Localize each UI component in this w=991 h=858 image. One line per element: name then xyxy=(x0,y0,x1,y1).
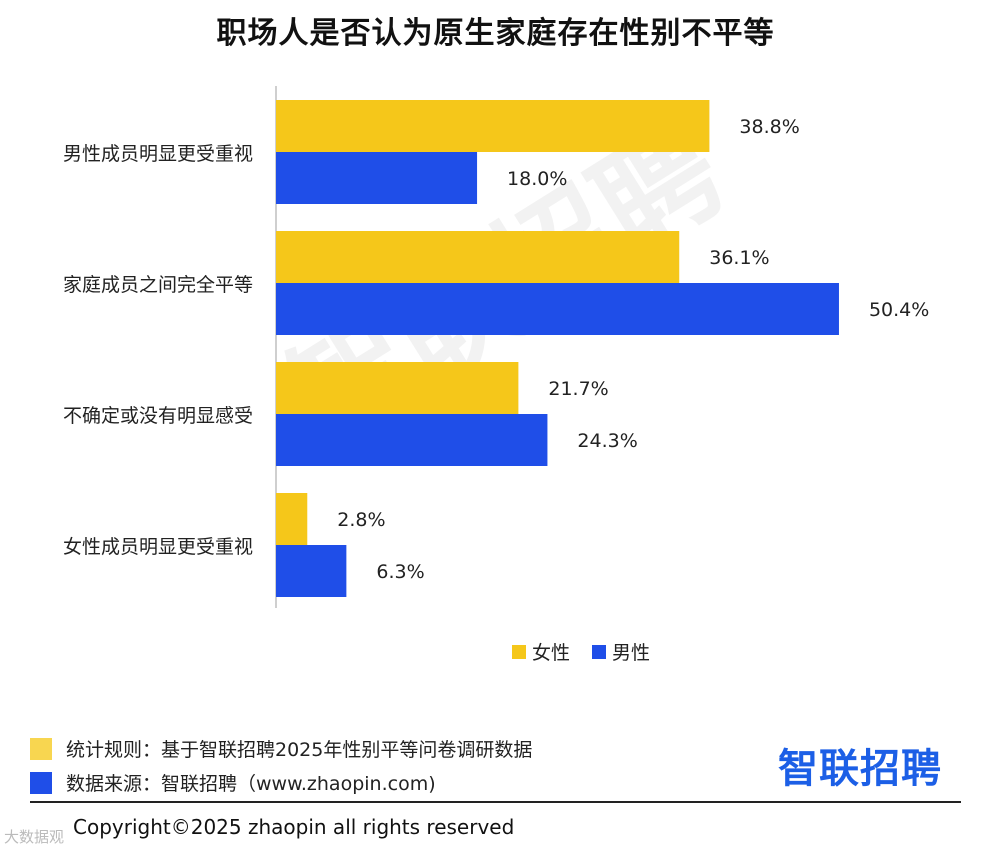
category-label: 男性成员明显更受重视 xyxy=(63,143,253,165)
legend-label: 男性 xyxy=(612,642,650,664)
bar-female xyxy=(276,231,680,283)
data-label: 6.3% xyxy=(376,561,424,583)
legend-swatch-female xyxy=(512,645,526,659)
category-label: 不确定或没有明显感受 xyxy=(63,405,253,427)
legend-swatch-male xyxy=(592,645,606,659)
bar-male xyxy=(276,152,478,204)
footer-source-marker xyxy=(30,772,52,794)
bar-female xyxy=(276,362,519,414)
bar-male xyxy=(276,414,548,466)
footer-rule: 统计规则：基于智联招聘2025年性别平等问卷调研数据 xyxy=(30,735,532,762)
bar-male xyxy=(276,545,347,597)
data-label: 38.8% xyxy=(739,116,799,138)
brand-logo: 智联招聘 xyxy=(778,746,942,792)
bar-female xyxy=(276,100,710,152)
chart-title: 职场人是否认为原生家庭存在性别不平等 xyxy=(216,16,775,51)
bar-chart: 男性成员明显更受重视 38.8% 18.0% 家庭成员之间完全平等 36.1% 50.4%… xyxy=(63,86,929,664)
footer-source-text: 数据来源：智联招聘（www.zhaopin.com) xyxy=(66,773,436,795)
footer-divider xyxy=(30,801,961,803)
copyright: Copyright©2025 zhaopin all rights reserv… xyxy=(73,815,515,839)
data-label: 36.1% xyxy=(709,247,769,269)
bar-female xyxy=(276,493,308,545)
footer-rule-text: 统计规则：基于智联招聘2025年性别平等问卷调研数据 xyxy=(66,739,533,761)
corner-watermark: 大数据观 xyxy=(4,828,65,846)
category-label: 女性成员明显更受重视 xyxy=(63,536,253,558)
data-label: 21.7% xyxy=(548,378,608,400)
data-label: 18.0% xyxy=(507,168,567,190)
data-label: 50.4% xyxy=(869,299,929,321)
category-label: 家庭成员之间完全平等 xyxy=(63,274,253,296)
footer-source: 数据来源：智联招聘（www.zhaopin.com) xyxy=(30,769,436,796)
data-label: 2.8% xyxy=(337,509,385,531)
data-label: 24.3% xyxy=(577,430,637,452)
bar-male xyxy=(276,283,839,335)
footer-rule-marker xyxy=(30,738,52,760)
legend-label: 女性 xyxy=(532,642,570,664)
